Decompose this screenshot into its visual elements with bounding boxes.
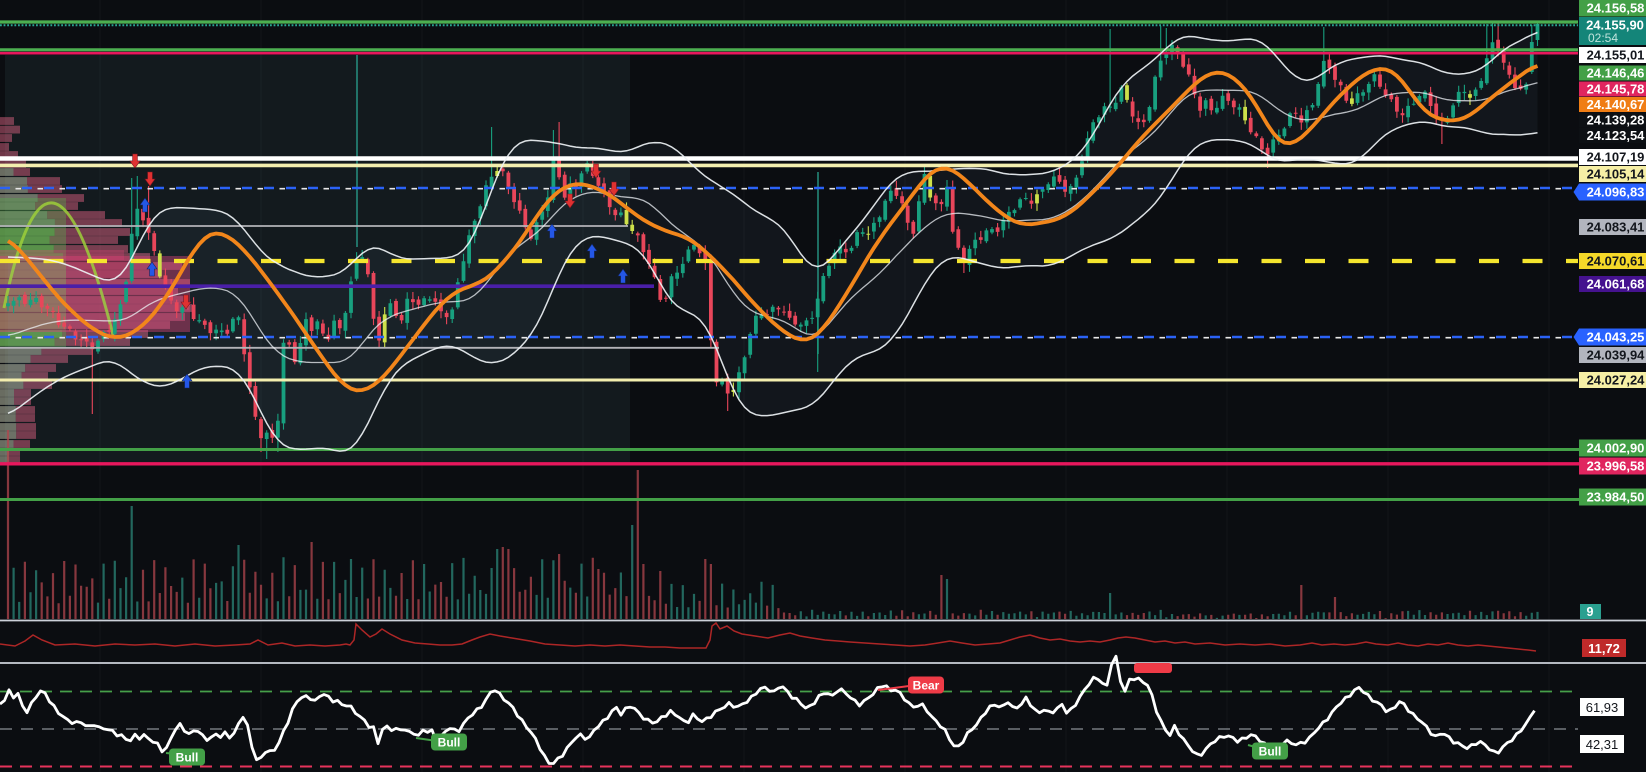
svg-text:24.156,58: 24.156,58 xyxy=(1587,1,1645,16)
svg-text:24.039,94: 24.039,94 xyxy=(1587,348,1646,363)
svg-text:9: 9 xyxy=(1587,605,1594,619)
svg-text:24.083,41: 24.083,41 xyxy=(1587,220,1645,235)
svg-text:Bull: Bull xyxy=(1259,745,1282,759)
svg-text:Bear: Bear xyxy=(913,679,940,693)
svg-text:24.123,54: 24.123,54 xyxy=(1587,128,1646,143)
svg-text:24.140,67: 24.140,67 xyxy=(1587,97,1645,112)
svg-text:24.155,01: 24.155,01 xyxy=(1587,48,1645,63)
svg-text:24.096,83: 24.096,83 xyxy=(1587,185,1645,200)
svg-text:42,31: 42,31 xyxy=(1586,737,1619,752)
svg-text:24.043,25: 24.043,25 xyxy=(1587,330,1645,345)
svg-text:Bull: Bull xyxy=(438,736,461,750)
svg-text:24.070,61: 24.070,61 xyxy=(1587,254,1645,269)
svg-text:11,72: 11,72 xyxy=(1588,641,1620,656)
svg-text:24.146,46: 24.146,46 xyxy=(1587,66,1645,81)
svg-text:24.002,90: 24.002,90 xyxy=(1587,441,1645,456)
svg-text:23.996,58: 23.996,58 xyxy=(1587,459,1645,474)
svg-text:24.139,28: 24.139,28 xyxy=(1587,113,1645,128)
svg-text:24.027,24: 24.027,24 xyxy=(1587,373,1646,388)
svg-text:24.145,78: 24.145,78 xyxy=(1587,82,1645,97)
svg-text:24.107,19: 24.107,19 xyxy=(1587,150,1645,165)
svg-text:61,93: 61,93 xyxy=(1586,700,1619,715)
svg-text:24.105,14: 24.105,14 xyxy=(1587,167,1646,182)
svg-text:24.155,90: 24.155,90 xyxy=(1586,18,1644,33)
svg-text:Bull: Bull xyxy=(176,751,199,765)
svg-text:23.984,50: 23.984,50 xyxy=(1587,490,1645,505)
svg-text:24.061,68: 24.061,68 xyxy=(1587,277,1645,292)
svg-text:02:54: 02:54 xyxy=(1588,31,1618,45)
